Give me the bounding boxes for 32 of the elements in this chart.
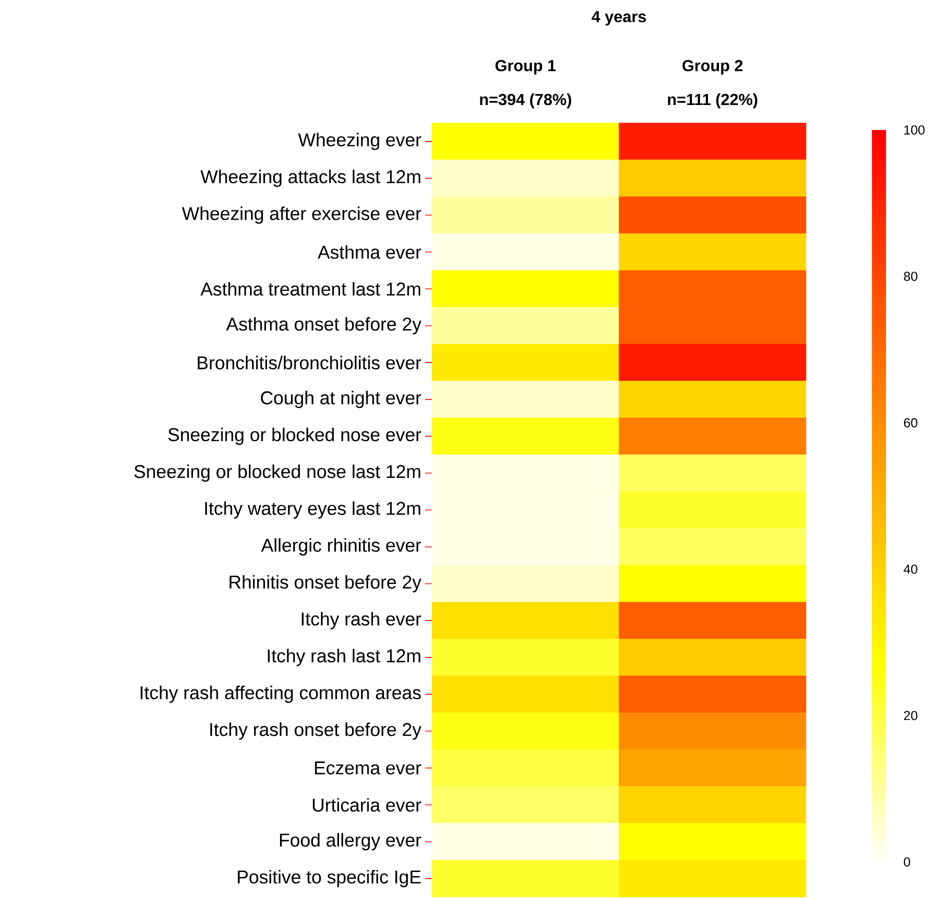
y-tick-label: Itchy rash onset before 2y	[210, 722, 422, 740]
color-bar-label: 20	[904, 710, 918, 720]
y-tick-label: Itchy rash ever	[302, 612, 422, 630]
color-bar-label: 80	[904, 272, 918, 281]
y-tick-label: Wheezing after exercise ever	[182, 206, 422, 224]
y-tick-label: Urticaria ever	[312, 798, 422, 812]
y-tick-label: Asthma ever	[318, 245, 422, 259]
y-tick-label: Sneezing or blocked nose ever	[168, 428, 422, 445]
chart-title: 4 years	[592, 11, 646, 26]
x-tick-label: Group 2	[682, 60, 743, 74]
y-tick-label: Allergic rhinitis ever	[261, 538, 422, 556]
y-tick-label: Sneezing or blocked nose last 12m	[134, 464, 420, 482]
y-tick-label: Rhinitis onset before 2y	[230, 575, 422, 592]
color-bar-label: 100	[904, 125, 925, 135]
y-tick-label: Cough at night ever	[260, 390, 422, 408]
color-bar-label: 60	[904, 418, 918, 428]
y-tick-label: Itchy rash last 12m	[268, 648, 420, 666]
y-tick-label: Wheezing ever	[298, 132, 422, 150]
text: n=111 (22%)	[668, 93, 758, 108]
y-tick-label: Asthma onset before 2y	[226, 317, 422, 334]
color-bar-label: 0	[904, 857, 910, 867]
y-tick-label: Eczema ever	[315, 762, 422, 774]
y-tick-label: Itchy watery eyes last 12m	[205, 501, 420, 519]
y-tick-label: Wheezing attacks last 12m	[200, 170, 420, 187]
y-tick-label: Positive to specific IgE	[238, 870, 421, 888]
color-bar-label: 40	[904, 564, 918, 574]
y-tick-label: Itchy rash affecting common areas	[140, 686, 421, 703]
y-tick-label: Food allergy ever	[280, 833, 422, 850]
text: n=394 (78%)	[480, 93, 572, 108]
y-tick-label: Asthma treatment last 12m	[200, 282, 420, 296]
y-tick-label: Bronchitis/bronchiolitis ever	[198, 356, 422, 370]
x-tick-label: Group 1	[495, 60, 556, 74]
